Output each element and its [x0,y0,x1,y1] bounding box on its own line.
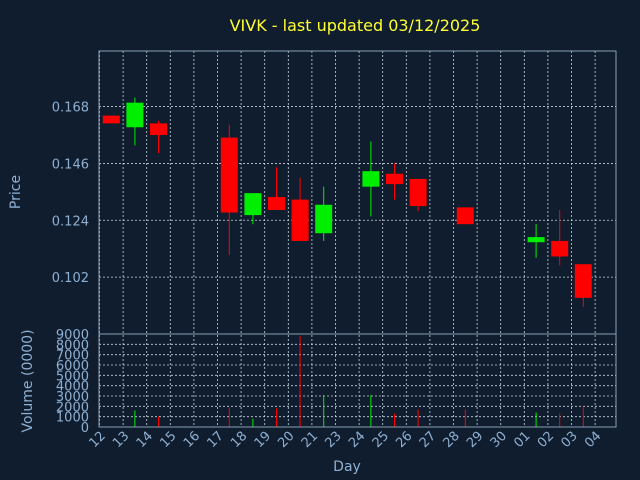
candle-body [150,123,167,135]
candles [102,97,592,307]
candle-body [126,102,144,128]
x-tick-label: 27 [417,429,439,451]
x-tick-label: 17 [204,429,226,451]
x-tick-label: 02 [535,429,557,451]
x-tick-label: 28 [440,429,462,451]
volume-tick-label: 7000 [56,349,89,364]
chart-title: VIVK - last updated 03/12/2025 [230,16,481,35]
x-tick-label: 19 [252,429,274,451]
candle-body [409,178,427,207]
x-tick-label: 30 [488,429,510,451]
price-tick-label: 0.168 [52,101,89,116]
candle-body [244,193,262,216]
x-tick-label: 21 [299,429,321,451]
price-axis-ticks: 0.102 0.124 0.146 0.168 [52,101,89,287]
x-tick-label: 12 [86,429,108,451]
volume-tick-label: 1000 [56,411,89,426]
price-tick-label: 0.124 [52,214,89,229]
candle-body [551,240,569,257]
candle-body [574,264,592,298]
volume-tick-label: 2000 [56,400,89,415]
candle-body [362,171,380,187]
volume-tick-label: 3000 [56,390,89,405]
x-tick-label: 03 [558,429,580,451]
x-tick-label: 25 [370,429,392,451]
x-tick-label: 29 [464,429,486,451]
x-axis-ticks: 12 13 14 15 16 17 18 19 20 21 23 24 25 26 27 28 29 30 01 02… [86,429,604,451]
x-tick-label: 26 [393,429,415,451]
price-tick-label: 0.146 [52,157,89,172]
candle-body [386,173,403,185]
price-panel-frame [98,50,617,335]
price-tick-label: 0.102 [52,271,89,286]
volume-axis-label: Volume (0000) [20,329,36,432]
x-tick-label: 16 [181,429,203,451]
volume-bars [134,336,584,427]
x-tick-label: 18 [228,429,250,451]
volume-tick-label: 5000 [56,369,89,384]
x-tick-label: 23 [322,429,344,451]
candle-body [456,207,474,225]
x-tick-label: 04 [582,429,604,451]
grid-layer [99,51,616,428]
candle-body [268,197,285,210]
volume-tick-label: 9000 [56,328,89,343]
volume-tick-label: 8000 [56,338,89,353]
candle-body [291,199,309,241]
candle-body [220,137,238,213]
x-tick-label: 13 [110,429,132,451]
price-axis-label: Price [8,175,24,209]
x-tick-label: 20 [275,429,297,451]
x-tick-label: 01 [511,429,533,451]
x-tick-label: 15 [157,429,179,451]
x-tick-label: 14 [134,429,156,451]
volume-tick-label: 0 [81,421,89,436]
candle-body [315,204,333,234]
x-axis-label: Day [333,459,361,475]
volume-panel-frame [98,333,617,428]
candle-body [527,237,545,243]
volume-tick-label: 4000 [56,380,89,395]
candle-body [102,115,120,124]
volume-tick-label: 6000 [56,359,89,374]
x-tick-label: 24 [346,429,368,451]
